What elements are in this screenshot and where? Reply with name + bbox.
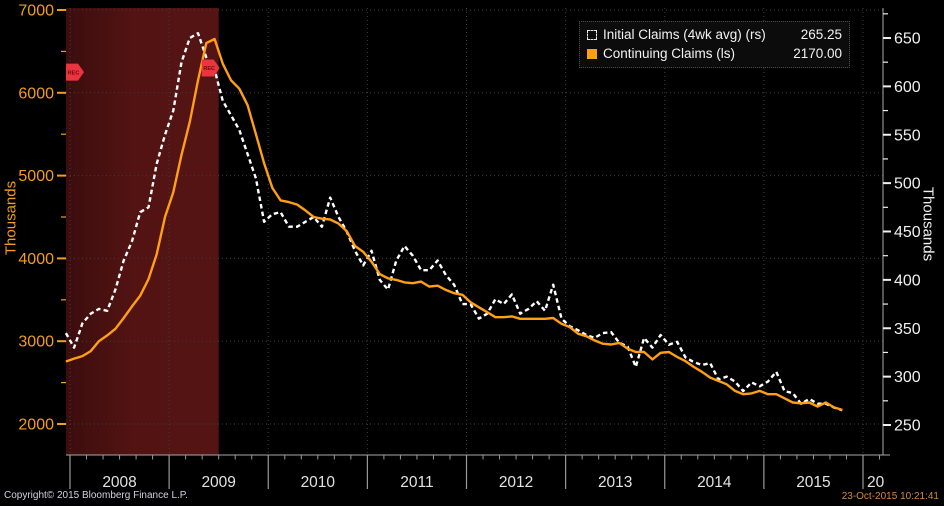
year-label: 2009 (201, 474, 235, 491)
year-label: 2012 (499, 474, 533, 491)
recession-event-marker-label: REC (68, 70, 80, 76)
orange-square-icon (587, 48, 597, 59)
year-label: 2011 (400, 474, 433, 491)
timestamp-text: 23-Oct-2015 10:21:41 (841, 491, 939, 502)
year-label: 2015 (796, 474, 830, 491)
dashed-square-icon (587, 29, 597, 40)
continuing-claims-line (65, 37, 843, 412)
year-label: 2013 (598, 474, 632, 491)
right-axis-tick-label: 500 (894, 176, 921, 193)
legend-value: 265.25 (800, 27, 842, 42)
legend-label: Initial Claims (4wk avg) (rs) (603, 27, 766, 42)
right-axis-tick-label: 600 (894, 79, 921, 96)
legend-item-initial-claims[interactable]: Initial Claims (4wk avg) (rs) 265.25 (587, 25, 842, 44)
recession-band (66, 8, 219, 455)
left-axis-tick-label: 6000 (18, 85, 54, 102)
chart-legend: Initial Claims (4wk avg) (rs) 265.25 Con… (579, 21, 850, 68)
left-axis-tick-label: 3000 (18, 334, 54, 351)
year-label: 2010 (301, 474, 336, 491)
left-axis-tick-label: 5000 (18, 168, 54, 185)
year-label: 2008 (102, 474, 136, 491)
left-axis-tick-label: 7000 (18, 3, 54, 20)
right-axis-tick-label: 350 (894, 321, 921, 338)
recession-event-marker-label: REC (203, 66, 215, 72)
recession-event-marker (201, 59, 220, 77)
partial-year-label: 20 (867, 474, 885, 491)
left-axis-title: Thousands (2, 180, 20, 256)
copyright-text: Copyright© 2015 Bloomberg Finance L.P. (4, 490, 188, 501)
left-axis-tick-label: 4000 (18, 251, 54, 268)
legend-item-continuing-claims[interactable]: Continuing Claims (ls) 2170.00 (587, 44, 842, 63)
right-axis-tick-label: 550 (894, 127, 921, 144)
initial-claims-line (64, 32, 843, 412)
recession-event-marker (66, 63, 84, 81)
legend-value: 2170.00 (793, 46, 842, 61)
year-label: 2014 (697, 474, 732, 491)
right-axis-tick-label: 450 (894, 224, 921, 241)
left-axis-tick-label: 2000 (18, 417, 54, 434)
right-axis-tick-label: 300 (894, 369, 921, 386)
right-axis-tick-label: 650 (894, 31, 921, 48)
right-axis-tick-label: 250 (894, 418, 921, 435)
right-axis-tick-label: 400 (894, 272, 921, 289)
right-axis-title: Thousands (919, 186, 937, 262)
legend-label: Continuing Claims (ls) (603, 46, 736, 61)
